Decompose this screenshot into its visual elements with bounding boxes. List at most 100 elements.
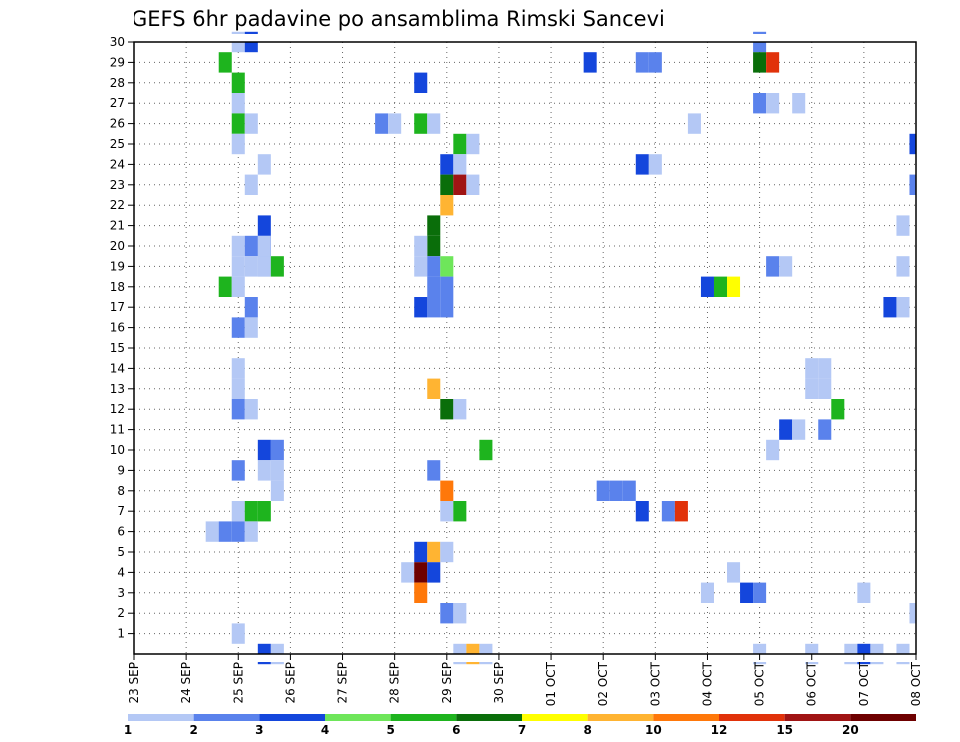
legend-label: 12 [711,723,728,737]
data-cell [257,215,271,236]
y-tick-label: 9 [117,463,125,477]
x-tick-label: 05 OCT [753,661,767,706]
x-tick-label: 28 SEP [388,662,402,704]
data-cell [244,256,258,277]
data-cell [257,256,271,277]
data-cell [479,439,493,461]
data-cell [218,276,232,297]
data-cell [231,256,245,277]
data-cell [218,521,232,542]
y-tick-label: 7 [117,504,125,518]
y-tick-label: 13 [110,382,125,396]
data-cell [231,378,245,399]
x-tick-label: 29 SEP [440,662,454,704]
y-tick-label: 5 [117,545,125,559]
data-cell [257,460,271,481]
data-cell [440,480,454,501]
data-cell [270,480,284,501]
y-tick-label: 24 [110,157,125,171]
data-cell [609,480,623,501]
y-tick-label: 25 [110,137,125,151]
y-tick-label: 29 [110,55,125,69]
y-tick-label: 6 [117,525,125,539]
data-cell [805,358,819,379]
data-cell [231,235,245,257]
data-cell [440,541,454,563]
x-tick-label: 26 SEP [283,662,297,704]
data-cell [713,276,728,297]
plot-mask-top [134,34,916,42]
y-tick-label: 16 [110,321,125,335]
x-tick-label: 01 OCT [544,661,558,706]
data-cell [231,93,245,114]
data-cell [896,256,910,277]
data-cell [766,256,780,277]
y-tick-label: 4 [117,565,125,579]
data-cell [257,154,271,175]
y-tick-label: 10 [110,443,125,457]
data-cell [414,72,428,93]
data-cell [244,297,258,318]
data-cell [231,133,245,155]
data-cell [453,154,467,175]
data-cell [440,256,454,277]
data-cell [427,113,441,134]
color-legend: 1 2 3 4 5 6 7 8 10 12 15 20 [124,714,916,737]
plot-mask-left [0,0,134,742]
y-tick-label: 26 [110,117,125,131]
legend-swatch [587,714,654,721]
y-tick-label: 23 [110,178,125,192]
legend-swatch [128,714,194,721]
data-cell [727,276,741,297]
legend-label: 8 [583,723,591,737]
data-cell [453,501,467,522]
legend-label: 7 [518,723,526,737]
x-tick-label: 03 OCT [648,661,662,706]
data-cell [466,133,480,155]
data-cell [244,317,258,338]
data-cell [427,215,441,236]
data-cell [896,297,910,318]
y-tick-label: 15 [110,341,125,355]
data-cell [766,439,780,461]
data-cell [244,521,258,542]
y-tick-label: 3 [117,586,125,600]
data-cell [231,521,245,542]
data-cell [896,215,910,236]
data-cell [401,562,415,583]
data-cell [466,174,480,195]
data-cell [244,399,258,420]
x-tick-label: 02 OCT [596,661,610,706]
x-tick-label: 24 SEP [179,662,193,704]
x-tick-label: 23 SEP [127,662,141,704]
data-cell [427,378,441,399]
data-cell [414,113,428,134]
data-cell [427,460,441,481]
data-cell [792,419,806,440]
data-cell [244,235,258,257]
legend-label: 1 [124,723,132,737]
data-cell [231,623,245,644]
data-cell [388,113,402,134]
legend-swatch [850,714,916,721]
data-cell [753,582,767,603]
data-cell [753,52,767,73]
data-cell [231,113,245,134]
data-cell [414,562,428,583]
data-cell [231,501,245,522]
y-tick-label: 8 [117,484,125,498]
data-cell [270,439,284,461]
legend-label: 3 [255,723,263,737]
x-tick-label: 07 OCT [857,661,871,706]
y-tick-label: 20 [110,239,125,253]
data-cell [205,521,219,542]
data-cell [257,439,271,461]
data-cell [414,582,428,603]
y-tick-label: 19 [110,259,125,273]
data-cell [427,256,441,277]
y-axis: 1234567891011121314151617181920212223242… [110,35,134,641]
legend-label: 20 [842,723,859,737]
data-cell [818,419,832,440]
y-tick-label: 30 [110,35,125,49]
